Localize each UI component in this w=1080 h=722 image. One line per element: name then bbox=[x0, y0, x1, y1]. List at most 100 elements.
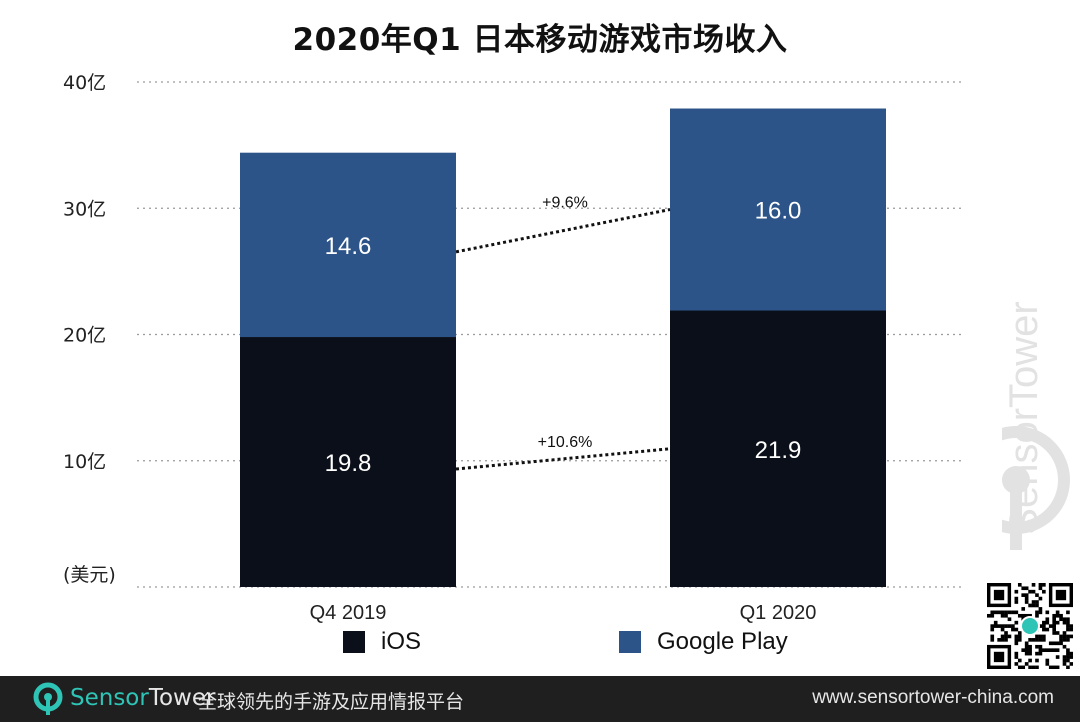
footer-brand-tower: Tower bbox=[148, 685, 216, 711]
qr-module bbox=[1066, 638, 1070, 642]
qr-module bbox=[1048, 641, 1053, 646]
qr-module bbox=[1035, 634, 1039, 639]
qr-module bbox=[1048, 648, 1053, 652]
qr-module bbox=[1052, 617, 1056, 622]
qr-module bbox=[1024, 648, 1029, 652]
qr-module bbox=[1035, 638, 1039, 642]
qr-module bbox=[1066, 665, 1070, 670]
qr-module bbox=[1069, 662, 1074, 666]
qr-module bbox=[1042, 627, 1046, 632]
qr-module bbox=[1024, 596, 1029, 601]
qr-module bbox=[1024, 600, 1029, 604]
qr-module bbox=[1045, 620, 1050, 625]
qr-module bbox=[1042, 624, 1046, 628]
qr-module bbox=[1024, 593, 1029, 597]
y-tick-label: 10亿 bbox=[63, 451, 106, 473]
qr-module bbox=[1028, 658, 1032, 663]
qr-module bbox=[1059, 613, 1063, 618]
qr-module bbox=[1038, 596, 1043, 601]
qr-module bbox=[1038, 644, 1043, 649]
qr-module bbox=[1052, 648, 1056, 652]
qr-module bbox=[997, 638, 1001, 642]
bar-segment bbox=[240, 337, 456, 587]
qr-module bbox=[1055, 620, 1060, 625]
qr-module bbox=[1062, 631, 1067, 635]
qr-module bbox=[1038, 638, 1043, 642]
qr-module bbox=[1052, 665, 1056, 670]
qr-module bbox=[1000, 624, 1005, 628]
qr-module bbox=[1031, 600, 1036, 604]
growth-label: +9.6% bbox=[542, 195, 588, 212]
footer-brand-sensor: Sensor bbox=[70, 685, 149, 711]
qr-module bbox=[1062, 658, 1067, 663]
footer-url[interactable]: www.sensortower-china.com bbox=[812, 687, 1054, 708]
qr-module bbox=[1017, 658, 1022, 663]
qr-module bbox=[1031, 583, 1036, 587]
y-unit-label: (美元) bbox=[63, 564, 116, 586]
qr-module bbox=[1028, 665, 1032, 670]
qr-module bbox=[1038, 648, 1043, 652]
qr-module bbox=[1028, 644, 1032, 649]
qr-module bbox=[1038, 624, 1043, 628]
qr-module bbox=[1014, 620, 1019, 625]
qr-module bbox=[1000, 627, 1005, 632]
qr-module bbox=[1066, 617, 1070, 622]
qr-module bbox=[1038, 651, 1043, 656]
qr-module bbox=[1024, 662, 1029, 666]
qr-module bbox=[1007, 610, 1012, 615]
y-tick-label: 20亿 bbox=[63, 325, 106, 347]
qr-module bbox=[1055, 613, 1060, 618]
qr-module bbox=[1066, 648, 1070, 652]
x-category-label: Q4 2019 bbox=[310, 602, 387, 624]
qr-module bbox=[1042, 583, 1046, 587]
qr-module bbox=[1024, 641, 1029, 646]
qr-module bbox=[1045, 627, 1050, 632]
legend-label-google-play: Google Play bbox=[657, 628, 788, 655]
bar-segment bbox=[670, 310, 886, 587]
qr-module bbox=[1011, 610, 1015, 615]
footer-brand: SensorTower bbox=[70, 685, 215, 711]
qr-module bbox=[1017, 634, 1022, 639]
data-label: 21.9 bbox=[755, 437, 802, 464]
growth-connector bbox=[455, 208, 671, 254]
qr-code-icon bbox=[987, 583, 1074, 670]
qr-module bbox=[1004, 613, 1008, 618]
qr-module bbox=[1042, 648, 1046, 652]
qr-finder-core bbox=[1055, 589, 1067, 601]
qr-module bbox=[1000, 634, 1005, 639]
qr-module bbox=[1052, 641, 1056, 646]
qr-module bbox=[990, 638, 995, 642]
qr-module bbox=[1062, 617, 1067, 622]
chart-legend: iOS Google Play bbox=[0, 628, 1080, 662]
qr-module bbox=[1024, 613, 1029, 618]
qr-module bbox=[1035, 593, 1039, 597]
qr-module bbox=[1035, 603, 1039, 608]
qr-module bbox=[1038, 607, 1043, 611]
qr-module bbox=[1024, 586, 1029, 591]
growth-label: +10.6% bbox=[538, 434, 593, 451]
qr-module bbox=[1069, 624, 1074, 628]
qr-module bbox=[1014, 627, 1019, 632]
qr-module bbox=[1028, 603, 1032, 608]
qr-module bbox=[1017, 583, 1022, 587]
bar-segment bbox=[240, 152, 456, 338]
qr-module bbox=[1028, 638, 1032, 642]
qr-module bbox=[1048, 665, 1053, 670]
qr-module bbox=[1004, 624, 1008, 628]
qr-module bbox=[1004, 631, 1008, 635]
qr-module bbox=[1028, 648, 1032, 652]
qr-module bbox=[1055, 665, 1060, 670]
qr-module bbox=[1035, 610, 1039, 615]
qr-module bbox=[1052, 620, 1056, 625]
qr-module bbox=[1014, 600, 1019, 604]
chart-title: 2020年Q1 日本移动游戏市场收入 bbox=[292, 22, 788, 58]
qr-module bbox=[1069, 627, 1074, 632]
qr-module bbox=[1038, 634, 1043, 639]
qr-module bbox=[1014, 662, 1019, 666]
qr-module bbox=[1014, 589, 1019, 594]
qr-module bbox=[990, 634, 995, 639]
legend-item-ios: iOS bbox=[343, 628, 421, 656]
qr-module bbox=[1062, 644, 1067, 649]
qr-module bbox=[1035, 665, 1039, 670]
qr-module bbox=[1042, 620, 1046, 625]
